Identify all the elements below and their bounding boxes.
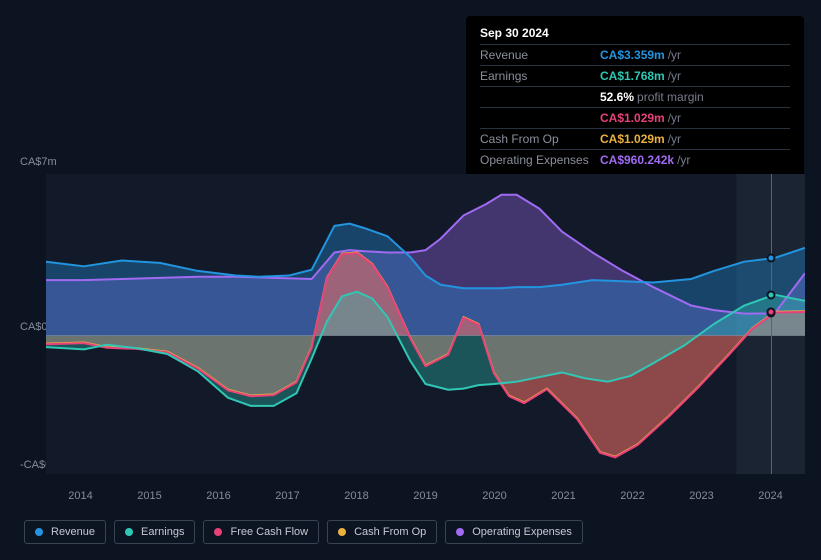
- x-axis: 2014201520162017201820192020202120222023…: [46, 490, 805, 502]
- tooltip-suffix: profit margin: [637, 88, 704, 106]
- chart-area: CA$7m CA$0 -CA$6m 2014201520162017201820…: [16, 158, 805, 514]
- tooltip-label: [480, 88, 600, 106]
- legend-label: Free Cash Flow: [230, 526, 308, 538]
- x-axis-tick: 2014: [46, 490, 115, 502]
- tooltip-label: Cash From Op: [480, 130, 600, 148]
- cursor-dot: [766, 308, 775, 317]
- legend-label: Operating Expenses: [472, 526, 572, 538]
- cursor-dot: [766, 254, 775, 263]
- legend-swatch: [125, 528, 133, 536]
- legend-swatch: [338, 528, 346, 536]
- legend-label: Cash From Op: [354, 526, 426, 538]
- tooltip-value: 52.6%: [600, 88, 634, 106]
- tooltip-row: Cash From OpCA$1.029m/yr: [480, 128, 790, 149]
- legend-label: Earnings: [141, 526, 184, 538]
- tooltip-value: CA$3.359m: [600, 46, 665, 64]
- tooltip-row: Free Cash FlowCA$1.029m/yr: [480, 107, 790, 128]
- tooltip-value: CA$1.029m: [600, 109, 665, 127]
- tooltip-row: RevenueCA$3.359m/yr: [480, 44, 790, 65]
- legend-item-earnings[interactable]: Earnings: [114, 520, 195, 544]
- financial-chart-container: Sep 30 2024 RevenueCA$3.359m/yrEarningsC…: [0, 0, 821, 560]
- x-axis-tick: 2019: [391, 490, 460, 502]
- tooltip-suffix: /yr: [668, 67, 681, 85]
- cursor-dot: [766, 290, 775, 299]
- tooltip-suffix: /yr: [668, 130, 681, 148]
- legend-item-free-cash-flow[interactable]: Free Cash Flow: [203, 520, 319, 544]
- x-axis-tick: 2024: [736, 490, 805, 502]
- legend-item-operating-expenses[interactable]: Operating Expenses: [445, 520, 583, 544]
- tooltip-date: Sep 30 2024: [480, 24, 790, 42]
- legend: Revenue Earnings Free Cash Flow Cash From O…: [24, 520, 583, 544]
- legend-item-cash-from-op[interactable]: Cash From Op: [327, 520, 437, 544]
- chart-plot[interactable]: [46, 174, 805, 474]
- x-axis-tick: 2018: [322, 490, 391, 502]
- legend-swatch: [35, 528, 43, 536]
- legend-swatch: [456, 528, 464, 536]
- x-axis-tick: 2020: [460, 490, 529, 502]
- x-axis-tick: 2016: [184, 490, 253, 502]
- tooltip-value: CA$1.768m: [600, 67, 665, 85]
- x-axis-tick: 2017: [253, 490, 322, 502]
- tooltip-suffix: /yr: [668, 46, 681, 64]
- tooltip-suffix: /yr: [668, 109, 681, 127]
- legend-swatch: [214, 528, 222, 536]
- tooltip-value: CA$1.029m: [600, 130, 665, 148]
- legend-label: Revenue: [51, 526, 95, 538]
- x-axis-tick: 2022: [598, 490, 667, 502]
- x-axis-tick: 2021: [529, 490, 598, 502]
- y-axis-label-mid: CA$0: [20, 321, 48, 333]
- tooltip-row: EarningsCA$1.768m/yr: [480, 65, 790, 86]
- tooltip-row: 52.6%profit margin: [480, 86, 790, 107]
- cursor-line: [771, 174, 772, 474]
- y-axis-label-top: CA$7m: [20, 156, 57, 168]
- x-axis-tick: 2015: [115, 490, 184, 502]
- tooltip-label: Revenue: [480, 46, 600, 64]
- hover-tooltip: Sep 30 2024 RevenueCA$3.359m/yrEarningsC…: [466, 16, 804, 178]
- legend-item-revenue[interactable]: Revenue: [24, 520, 106, 544]
- tooltip-label: Earnings: [480, 67, 600, 85]
- x-axis-tick: 2023: [667, 490, 736, 502]
